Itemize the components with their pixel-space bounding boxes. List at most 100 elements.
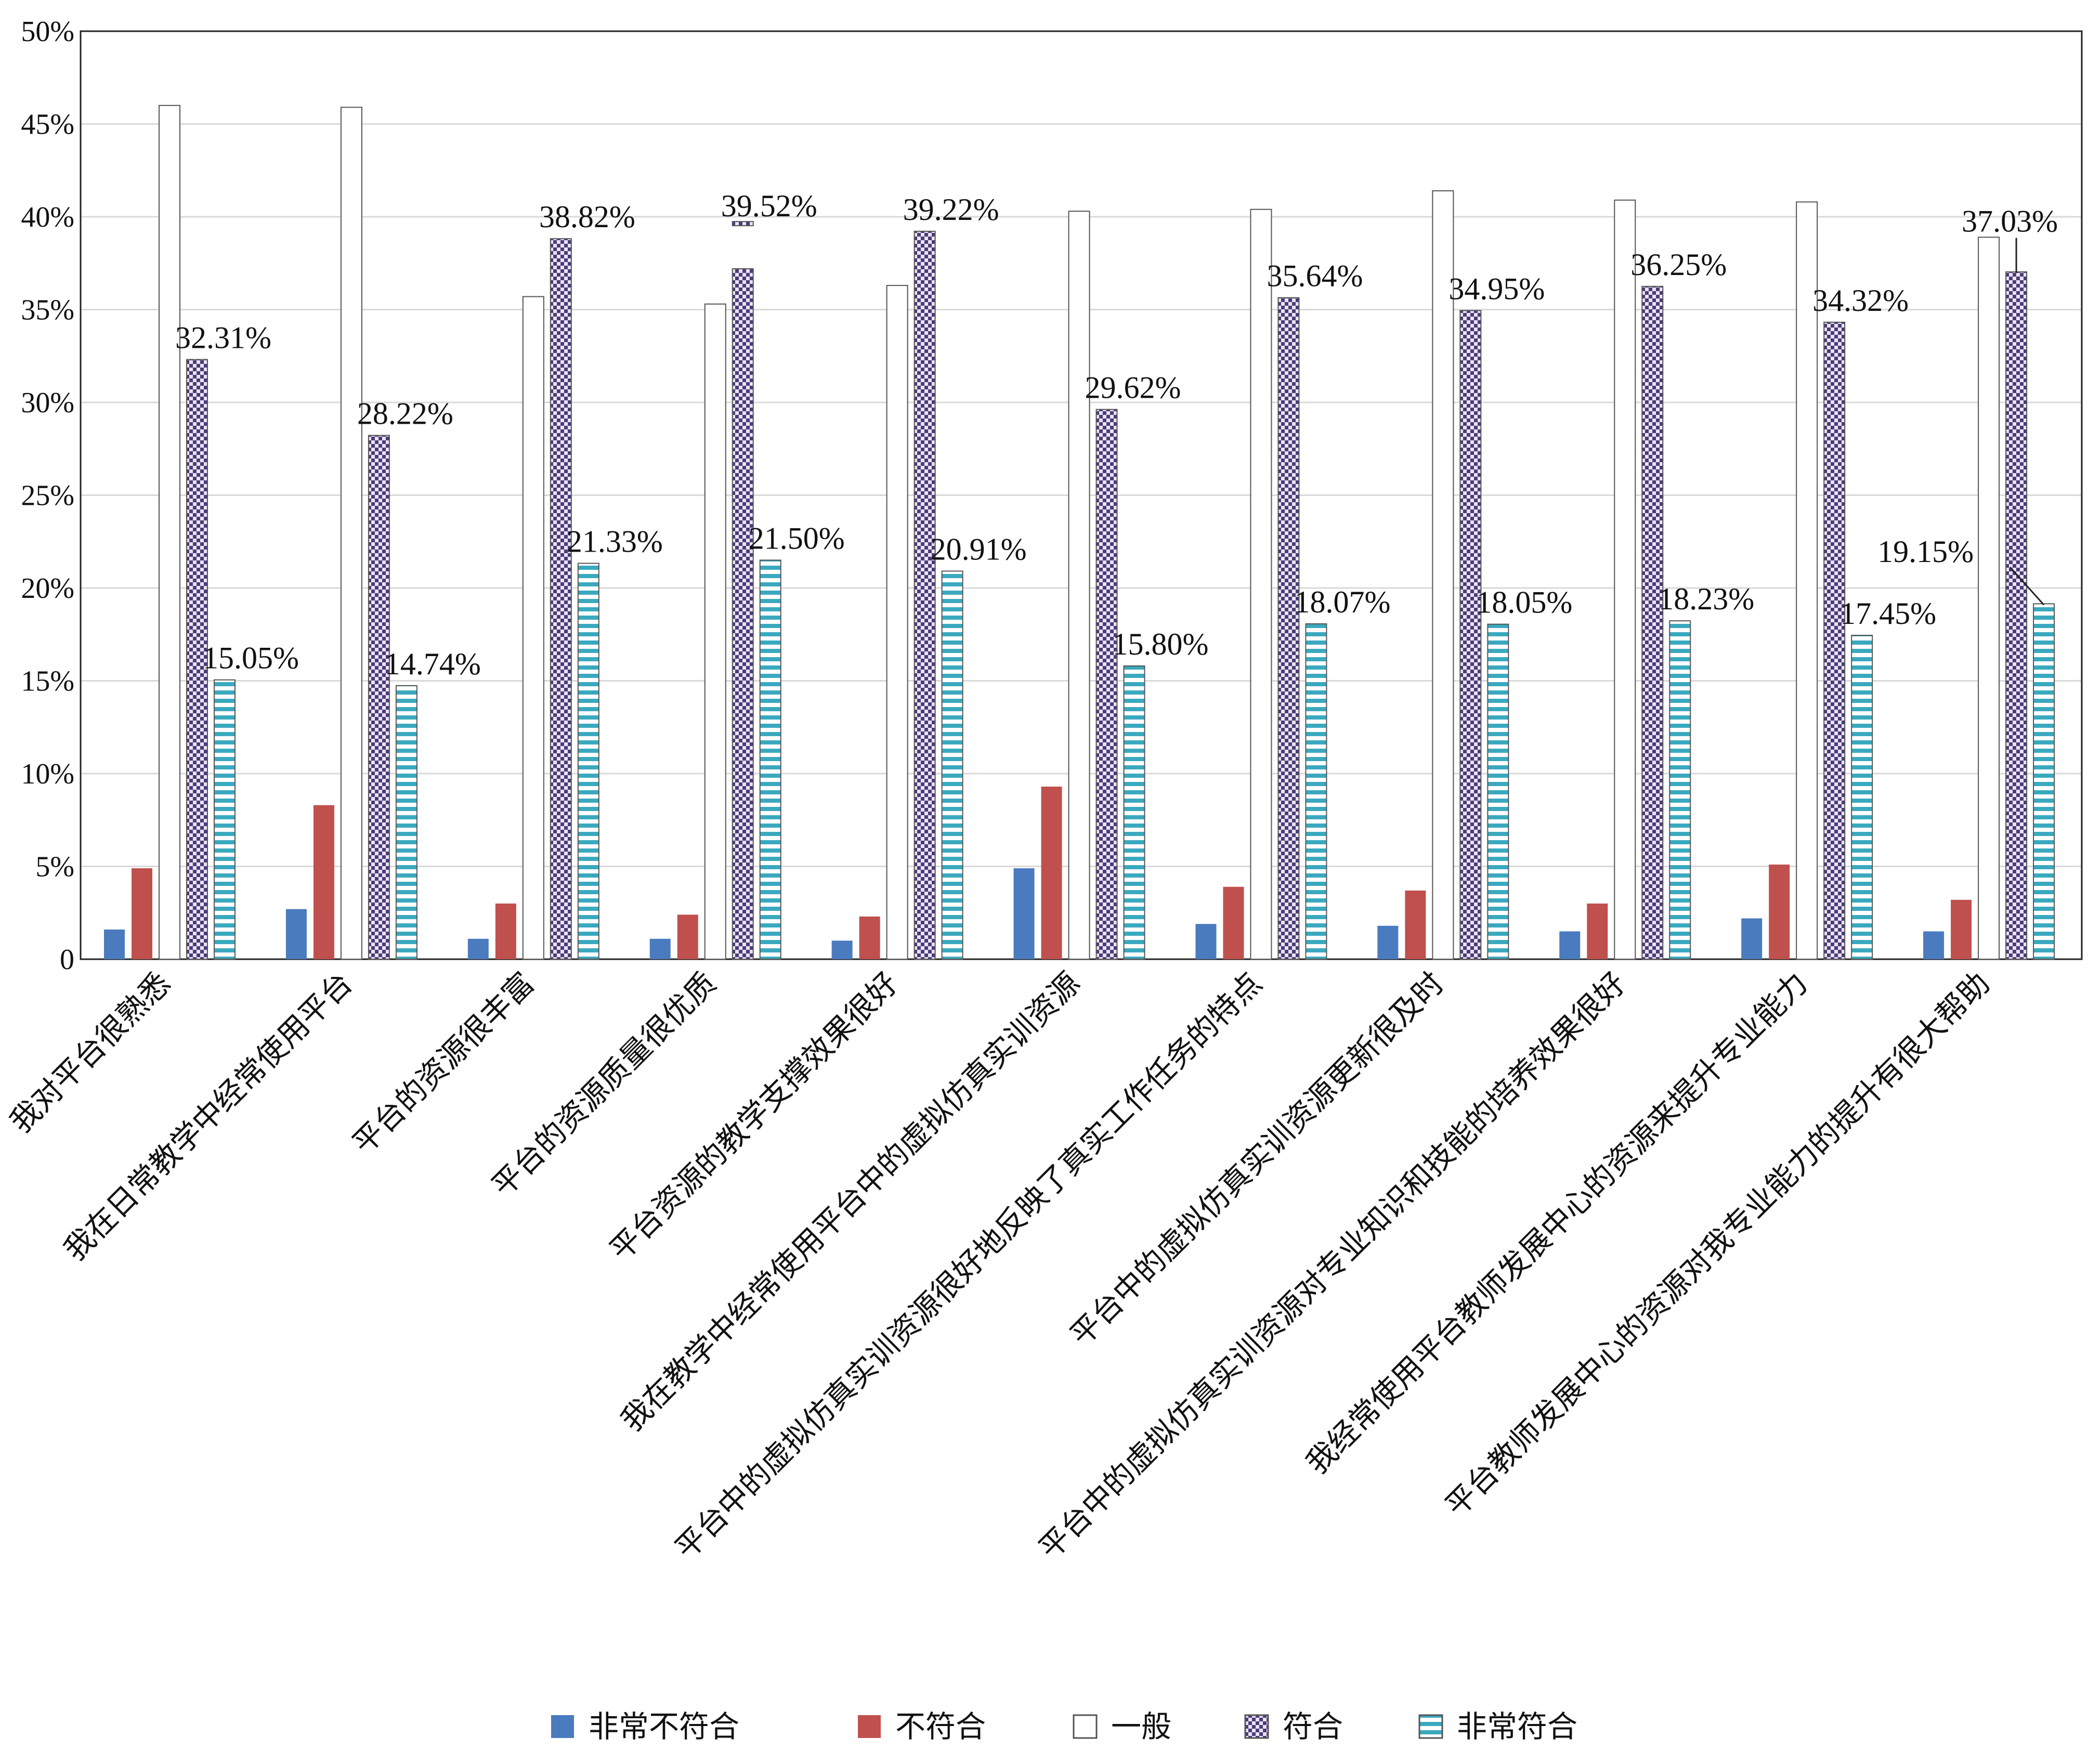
data-label: 18.05% xyxy=(1476,585,1572,620)
y-tick-label: 20% xyxy=(21,572,74,605)
bar-1-1 xyxy=(104,929,125,959)
bar-2-11 xyxy=(1951,899,1972,959)
bar-1-5 xyxy=(831,940,853,959)
bar-4-4 xyxy=(732,268,754,960)
bar-1-9 xyxy=(1559,931,1581,959)
bar-1-11 xyxy=(1923,931,1945,959)
bar-2-9 xyxy=(1587,903,1608,959)
category-label: 我对平台很熟悉 xyxy=(3,965,177,1140)
bar-5-1 xyxy=(214,679,236,960)
data-label: 28.22% xyxy=(357,397,453,431)
data-label: 14.74% xyxy=(385,647,481,681)
data-label: 19.15% xyxy=(1877,534,1974,569)
legend-label: 非常不符合 xyxy=(589,1709,739,1744)
category-label: 平台的资源很丰富 xyxy=(346,965,541,1161)
bar-2-8 xyxy=(1405,890,1426,959)
bar-1-8 xyxy=(1377,925,1399,959)
y-tick-label: 10% xyxy=(21,758,74,790)
data-labels: 32.31% 15.05% 28.22% 14.74% 38.82% 21.33% 39.5… xyxy=(175,189,2058,681)
bar-1-3 xyxy=(467,938,489,959)
label-marker xyxy=(732,221,754,227)
legend-label: 一般 xyxy=(1111,1709,1171,1744)
bar-1-7 xyxy=(1195,924,1217,959)
data-label: 18.07% xyxy=(1294,585,1390,619)
leader-line xyxy=(2009,567,2045,606)
bar-3-3 xyxy=(522,296,544,960)
bar-4-2 xyxy=(368,435,390,960)
y-tick-label: 35% xyxy=(21,294,74,326)
bar-5-3 xyxy=(577,563,599,960)
y-tick-label: 50% xyxy=(21,16,74,48)
data-label: 37.03% xyxy=(1962,204,2058,239)
bar-5-7 xyxy=(1305,623,1327,960)
category-label: 平台中的虚拟仿真实训资源很好地反映了真实工作任务的特点 xyxy=(668,965,1269,1566)
bar-5-9 xyxy=(1669,620,1691,960)
bar-4-7 xyxy=(1277,297,1300,960)
bar-4-1 xyxy=(186,359,208,960)
bar-3-2 xyxy=(340,107,362,960)
legend-label: 符合 xyxy=(1283,1709,1343,1744)
data-label: 34.95% xyxy=(1448,271,1545,306)
bar-2-2 xyxy=(313,805,334,959)
bar-2-1 xyxy=(132,868,152,959)
data-label: 20.91% xyxy=(931,532,1027,567)
bar-1-10 xyxy=(1741,918,1763,959)
legend-swatch xyxy=(1244,1714,1269,1739)
bar-3-7 xyxy=(1250,208,1272,960)
bar-3-5 xyxy=(886,285,908,960)
y-tick-label: 0 xyxy=(60,944,74,976)
bar-4-6 xyxy=(1095,409,1118,960)
data-label: 35.64% xyxy=(1267,259,1363,293)
bar-3-4 xyxy=(704,303,726,960)
bar-2-7 xyxy=(1223,886,1244,959)
category-labels: 我对平台很熟悉我在日常教学中经常使用平台平台的资源很丰富平台的资源质量很优质平台… xyxy=(3,965,1996,1566)
bar-3-11 xyxy=(1978,237,2000,960)
category-label: 平台中的虚拟仿真实训资源对专业知识和技能的培养效果很好 xyxy=(1032,965,1633,1566)
axes: 0 5% 10% 15% 20% 25% 30% 35% 40% 45% 50% xyxy=(21,16,2083,976)
bar-5-5 xyxy=(941,570,963,960)
bar-3-10 xyxy=(1796,201,1818,960)
legend: 非常不符合 不符合 一般 符合 非常符合 xyxy=(551,1709,1577,1744)
data-label: 38.82% xyxy=(539,200,635,234)
y-tick-label: 40% xyxy=(21,201,74,233)
y-tick-label: 45% xyxy=(21,109,74,141)
legend-swatch xyxy=(858,1715,881,1738)
data-label: 29.62% xyxy=(1085,371,1181,405)
bar-2-4 xyxy=(677,914,698,959)
data-label: 34.32% xyxy=(1812,283,1909,318)
y-tick-label: 15% xyxy=(21,665,74,698)
bar-1-4 xyxy=(649,938,671,959)
data-label: 39.22% xyxy=(903,192,999,227)
data-label: 32.31% xyxy=(175,321,271,355)
data-label: 15.05% xyxy=(203,641,299,675)
y-tick-label: 25% xyxy=(21,480,74,512)
legend-swatch xyxy=(1418,1714,1443,1739)
data-label: 36.25% xyxy=(1630,247,1727,282)
bar-3-9 xyxy=(1614,199,1636,960)
bar-5-11 xyxy=(2033,603,2055,960)
bar-5-2 xyxy=(395,685,417,960)
bar-2-3 xyxy=(495,903,516,959)
data-label: 21.50% xyxy=(749,521,845,555)
bar-1-2 xyxy=(285,909,307,959)
bar-2-5 xyxy=(859,916,880,959)
bar-3-1 xyxy=(159,104,180,960)
bar-3-6 xyxy=(1068,211,1090,960)
bar-4-8 xyxy=(1459,310,1482,960)
data-label: 39.52% xyxy=(721,189,817,223)
legend-swatch xyxy=(1073,1714,1098,1739)
y-tick-label: 5% xyxy=(35,851,74,883)
data-label: 17.45% xyxy=(1840,596,1936,631)
category-label: 平台中的虚拟仿真实训资源更新很及时 xyxy=(1063,965,1451,1353)
bar-1-6 xyxy=(1013,868,1035,959)
bar-4-5 xyxy=(914,230,936,960)
bar-5-8 xyxy=(1487,623,1509,960)
bar-2-10 xyxy=(1769,864,1790,959)
bar-4-11 xyxy=(2005,271,2028,960)
legend-label: 不符合 xyxy=(895,1709,986,1744)
y-tick-label: 30% xyxy=(21,387,74,419)
data-label: 18.23% xyxy=(1658,582,1754,616)
bar-2-6 xyxy=(1041,786,1062,959)
